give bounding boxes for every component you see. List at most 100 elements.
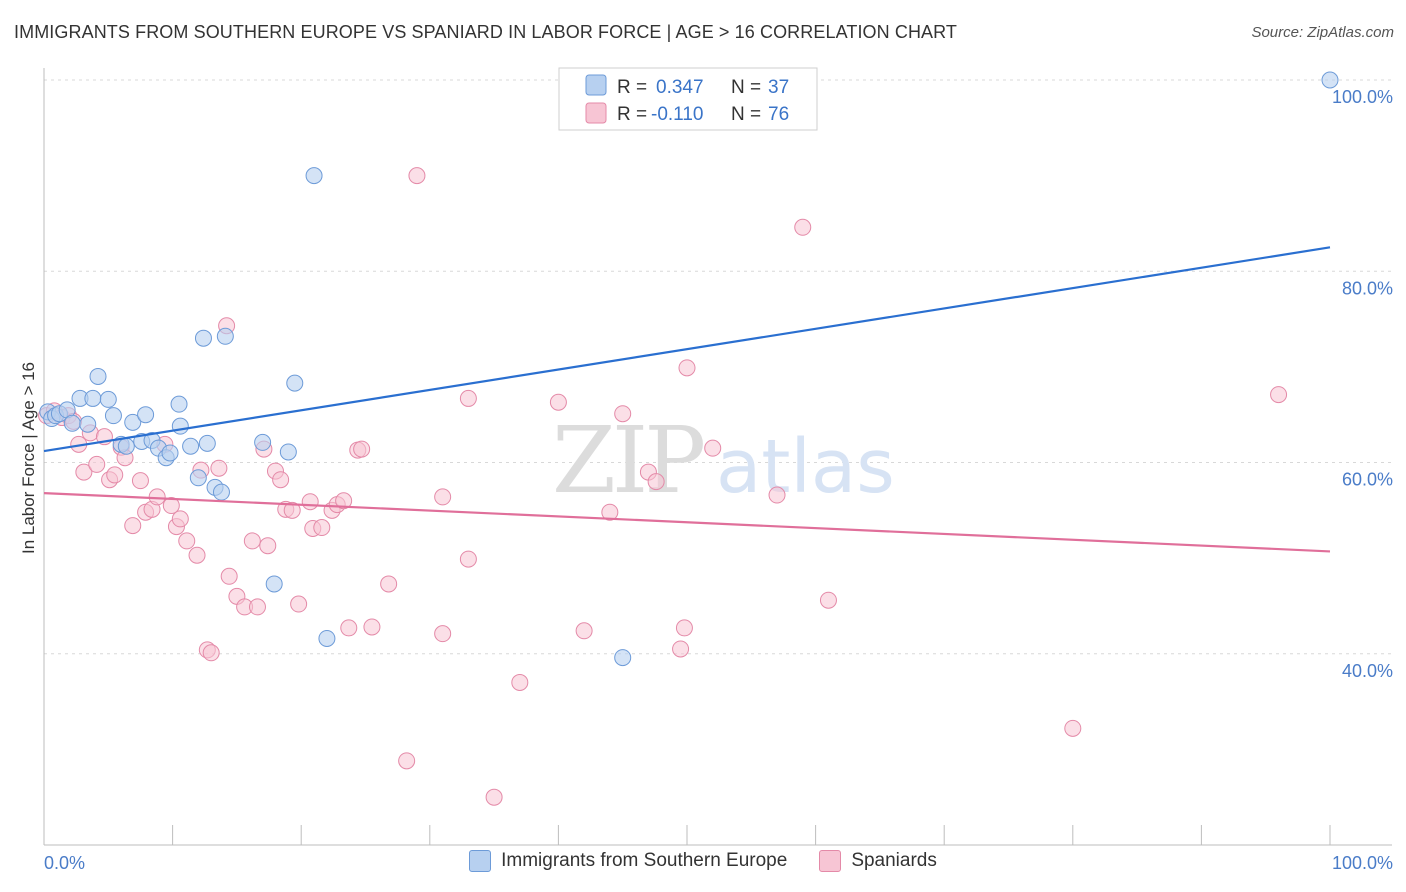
- southern-europe-point: [198, 434, 216, 452]
- spaniards-point: [794, 218, 812, 236]
- series-legend: Immigrants from Southern Europe Spaniard…: [0, 850, 1406, 872]
- spaniards-point: [408, 167, 426, 185]
- x-tick-label-max: 100.0%: [1332, 853, 1393, 873]
- legend-r-label-pink: R =: [617, 104, 647, 125]
- spaniards-point: [511, 673, 529, 691]
- spaniards-point: [549, 393, 567, 411]
- southern-europe-point: [216, 327, 234, 345]
- southern-europe-trend-line: [43, 246, 1331, 453]
- southern-europe-point: [189, 469, 207, 487]
- spaniards-point: [188, 546, 206, 564]
- chart-title: IMMIGRANTS FROM SOUTHERN EUROPE VS SPANI…: [14, 22, 958, 42]
- spaniards-point: [614, 405, 632, 423]
- spaniards-point: [171, 510, 189, 528]
- southern-europe-point: [137, 406, 155, 424]
- spaniards-point: [678, 359, 696, 377]
- spaniards-point: [106, 466, 124, 484]
- southern-europe-point: [318, 629, 336, 647]
- source-label: Source: ZipAtlas.com: [1251, 24, 1394, 41]
- legend-item-southern-europe: Immigrants from Southern Europe: [469, 850, 787, 872]
- spaniards-point: [75, 463, 93, 481]
- spaniards-point: [434, 625, 452, 643]
- legend-n-value-pink: 76: [768, 104, 789, 125]
- spaniards-point: [248, 598, 266, 616]
- watermark-zip: ZIP: [552, 407, 703, 514]
- spaniards-point: [768, 486, 786, 504]
- y-tick-labels: 40.0% 60.0% 80.0% 100.0%: [1332, 87, 1393, 681]
- southern-europe-point: [254, 433, 272, 451]
- legend-label-spaniards: Spaniards: [851, 850, 937, 871]
- legend-n-value-blue: 37: [768, 77, 789, 98]
- axes: [43, 68, 1392, 846]
- watermark-atlas: atlas: [716, 424, 895, 510]
- spaniards-point: [340, 619, 358, 637]
- southern-europe-point: [117, 437, 135, 455]
- southern-europe-point: [265, 575, 283, 593]
- legend-swatch-southern-europe: [469, 850, 492, 872]
- legend-swatch-pink: [585, 102, 607, 124]
- spaniards-point: [398, 752, 416, 770]
- southern-europe-point: [170, 395, 188, 413]
- spaniards-point: [819, 591, 837, 609]
- spaniards-point: [290, 595, 308, 613]
- southern-europe-point: [104, 407, 122, 425]
- southern-europe-point: [1321, 71, 1339, 89]
- southern-europe-point: [286, 374, 304, 392]
- spaniards-point: [335, 492, 353, 510]
- spaniards-trend-line: [43, 492, 1331, 553]
- spaniards-point: [301, 493, 319, 511]
- y-tick-label-60: 60.0%: [1342, 470, 1393, 490]
- grid-lines: [44, 79, 1392, 655]
- spaniards-point: [313, 519, 331, 537]
- y-axis-title: In Labor Force | Age > 16: [19, 362, 38, 554]
- spaniards-point: [259, 537, 277, 555]
- spaniards-point: [675, 619, 693, 637]
- legend-r-value-blue: 0.347: [656, 77, 704, 98]
- spaniards-point: [243, 532, 261, 550]
- spaniards-point: [131, 472, 149, 490]
- spaniards-point: [459, 389, 477, 407]
- southern-europe-point: [79, 415, 97, 433]
- spaniards-point: [485, 788, 503, 806]
- southern-europe-point: [99, 390, 117, 408]
- trend-lines: [43, 246, 1331, 553]
- spaniards-point: [647, 473, 665, 491]
- x-tick-label-min: 0.0%: [44, 853, 85, 873]
- y-tick-label-40: 40.0%: [1342, 661, 1393, 681]
- legend-label-southern-europe: Immigrants from Southern Europe: [501, 850, 788, 871]
- spaniards-point: [1270, 386, 1288, 404]
- southern-europe-point: [171, 417, 189, 435]
- southern-europe-point: [84, 389, 102, 407]
- southern-europe-point: [161, 444, 179, 462]
- legend-r-value-pink: -0.110: [651, 104, 703, 125]
- southern-europe-point: [279, 443, 297, 461]
- spaniards-point: [210, 459, 228, 477]
- southern-europe-point: [614, 649, 632, 667]
- spaniards-point: [672, 640, 690, 658]
- spaniards-point: [704, 439, 722, 457]
- y-tick-label-80: 80.0%: [1342, 278, 1393, 298]
- y-tick-label-100: 100.0%: [1332, 87, 1393, 107]
- southern-europe-point: [305, 167, 323, 185]
- legend-n-label-blue: N =: [731, 77, 761, 98]
- spaniards-point: [178, 532, 196, 550]
- stats-legend: R = 0.347 N = 37 R = -0.110 N = 76: [558, 67, 818, 131]
- southern-europe-point: [124, 413, 142, 431]
- watermark: ZIP atlas: [552, 407, 895, 514]
- spaniards-point: [88, 455, 106, 473]
- southern-europe-point: [182, 437, 200, 455]
- legend-item-spaniards: Spaniards: [819, 850, 937, 872]
- southern-europe-point: [212, 483, 230, 501]
- spaniards-point: [162, 497, 180, 515]
- legend-swatch-blue: [585, 74, 607, 96]
- spaniards-point: [1064, 719, 1082, 737]
- legend-swatch-spaniards: [819, 850, 842, 872]
- series-southern-europe-points: [39, 71, 1339, 667]
- spaniards-point: [575, 622, 593, 640]
- spaniards-point: [434, 488, 452, 506]
- spaniards-point: [220, 567, 238, 585]
- spaniards-point: [459, 550, 477, 568]
- spaniards-point: [283, 501, 301, 519]
- southern-europe-point: [89, 367, 107, 385]
